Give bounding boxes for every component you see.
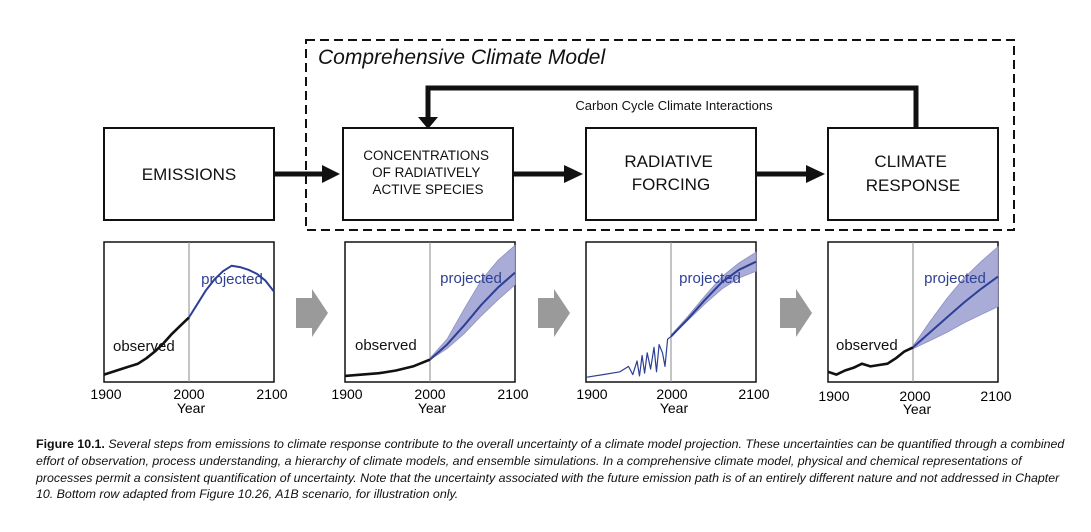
uncertainty-band [429,244,516,361]
observed-label: observed [836,337,898,354]
tick-label: 1900 [576,386,607,402]
tick-label: 2000 [173,386,204,402]
projected-label: projected [440,270,502,287]
tick-label: 1900 [331,386,362,402]
comprehensive-model-frame [305,39,1015,231]
climate-model-diagram: Comprehensive Climate Model Carbon Cycle… [90,39,1015,417]
tick-label: 2000 [656,386,687,402]
projected-series-line [188,264,275,318]
projected-series-line [429,271,516,361]
tick-label: 2100 [980,388,1011,404]
concentrations-plot [344,241,516,383]
step-arrow [538,289,570,337]
feedback-arrowhead [418,117,438,129]
arrowhead [564,165,583,183]
arrowhead [322,165,340,183]
caption-text: Several steps from emissions to climate … [36,437,1065,502]
climate-response-box-label: CLIMATE RESPONSE [866,152,960,195]
axis-label: Year [903,401,932,417]
step-arrow [296,289,328,337]
feedback-loop-arrow [425,85,919,128]
projected-series-line [670,260,757,338]
climate-response-plot [827,241,999,383]
tick-label: 2000 [899,388,930,404]
radiative-forcing-plot [585,241,757,383]
projected-label: projected [924,270,986,287]
climate-response-box [827,127,999,221]
model-title: Comprehensive Climate Model [318,46,606,69]
observed-label: observed [355,337,417,354]
projected-series-line [912,275,999,349]
figure-caption: Figure 10.1. Several steps from emission… [36,436,1066,503]
axis-label: Year [660,400,689,416]
uncertainty-band [912,245,999,350]
step-arrow [780,289,812,337]
projected-label: projected [201,271,263,288]
observed-series-line [344,358,431,378]
emissions-box [103,127,275,221]
feedback-label: Carbon Cycle Climate Interactions [575,98,773,113]
axis-label: Year [418,400,447,416]
tick-label: 1900 [818,388,849,404]
arrowhead [806,165,825,183]
tick-label: 1900 [90,386,121,402]
radiative-forcing-box [585,127,757,221]
tick-label: 2000 [414,386,445,402]
observed-label: observed [113,338,175,355]
caption-label: Figure 10.1. [36,437,105,451]
tick-label: 2100 [256,386,287,402]
projected-label: projected [679,270,741,287]
observed-series-line [103,316,190,376]
radiative-forcing-box-label: RADIATIVE FORCING [624,152,717,194]
tick-label: 2100 [738,386,769,402]
observed-series-line [827,346,914,376]
concentrations-box-label: CONCENTRATIONS OF RADIATIVELY ACTIVE SPE… [363,148,493,197]
tick-label: 2100 [497,386,528,402]
emissions-plot [103,241,275,383]
axis-label: Year [177,400,206,416]
emissions-box-label: EMISSIONS [142,165,236,184]
observed-series-line [585,336,672,378]
